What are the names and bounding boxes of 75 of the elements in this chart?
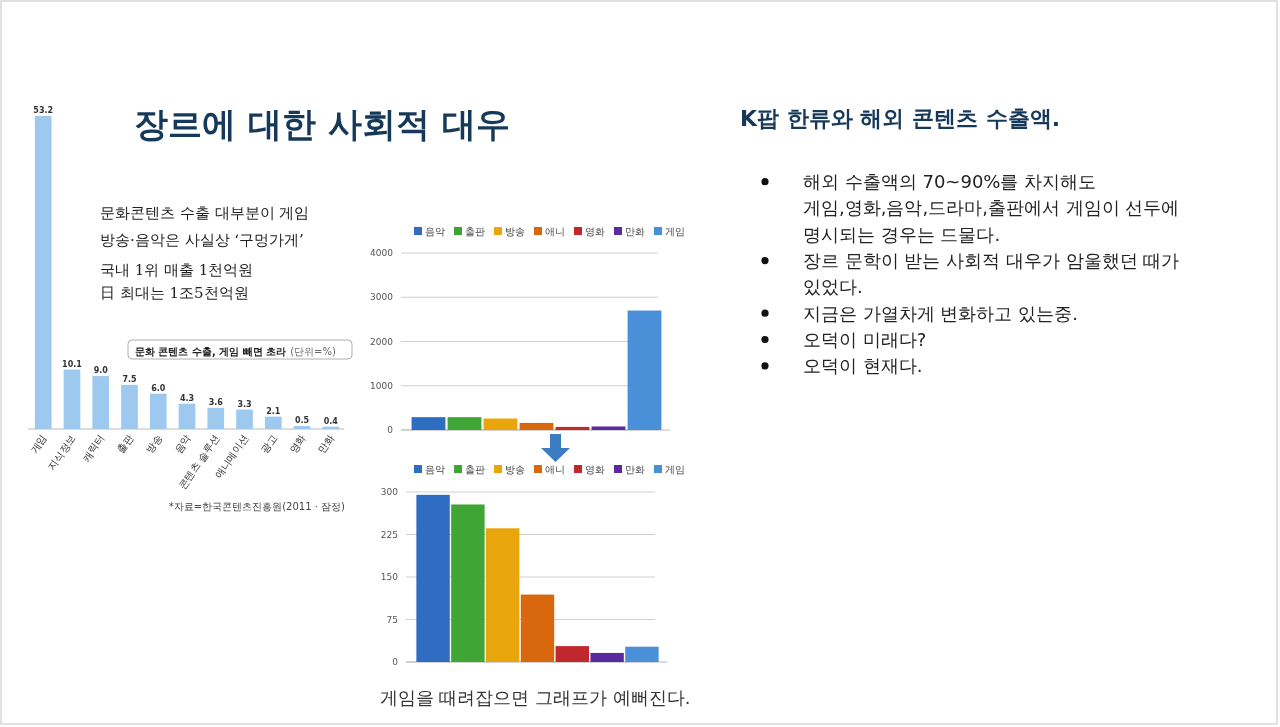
legend-label: 게임 (665, 225, 685, 237)
data-label: 10.1 (62, 359, 83, 369)
bar (411, 417, 446, 430)
annotation: 문화콘텐츠 수출 대부분이 게임 (100, 204, 310, 222)
bar (590, 652, 624, 662)
legend-label: 출판 (465, 225, 485, 237)
bar (34, 116, 52, 429)
bar (483, 418, 518, 430)
bar (447, 417, 482, 430)
text: 게임을 때려잡으면 그래프가 예뻐진다. (379, 687, 691, 708)
bar (264, 416, 282, 429)
x-tick-label: 영화 (287, 432, 308, 456)
y-tick-label: 75 (386, 614, 398, 625)
bar (63, 369, 81, 429)
legend-label: 만화 (625, 225, 645, 237)
annotation: 국내 1위 매출 1천억원 (100, 261, 254, 279)
bar (236, 409, 253, 429)
bar (92, 376, 110, 429)
legend-label: 애니 (545, 463, 565, 475)
data-label: 0.5 (294, 416, 310, 426)
bar (416, 494, 450, 662)
y-tick-label: 4000 (370, 248, 394, 259)
y-tick-label: 0 (392, 657, 399, 668)
legend-label: 음악 (425, 225, 445, 237)
y-tick-label: 2000 (370, 336, 394, 347)
y-tick-label: 225 (380, 529, 398, 540)
data-label: 3.6 (208, 397, 224, 407)
y-tick-label: 150 (380, 572, 399, 583)
y-tick-label: 1000 (370, 380, 394, 391)
text: (단위=%) (290, 346, 336, 358)
legend-label: 방송 (505, 225, 525, 237)
x-tick-label: 출판 (114, 432, 136, 456)
y-tick-label: 3000 (370, 292, 394, 303)
bar (625, 646, 659, 662)
data-label: 53.2 (33, 106, 54, 115)
data-label: 3.3 (237, 399, 252, 409)
data-label: 6.0 (151, 383, 166, 393)
bar (555, 646, 590, 662)
data-label: 4.3 (179, 393, 195, 403)
data-label: 9.0 (93, 366, 109, 376)
annotation: 日 최대는 1조5천억원 (100, 284, 249, 302)
bar (293, 426, 311, 429)
legend-label: 애니 (545, 225, 565, 237)
data-label: 0.4 (323, 416, 339, 426)
data-label: 7.5 (122, 374, 138, 384)
x-tick-label: 음악 (172, 432, 193, 456)
x-tick-label: 게임 (28, 432, 49, 456)
bar (485, 528, 520, 662)
y-tick-label: 300 (380, 487, 399, 498)
annotation: 방송·음악은 사실상 ‘구멍가게’ (100, 231, 304, 249)
text: 해외 수출액의 70~90%를 차지해도 게임,영화,음악,드라마,출판에서 게임이 선두에 명시되는 경우는 드물다. (803, 171, 1180, 245)
x-tick-label: 만화 (315, 432, 337, 456)
text: 지금은 가열차게 변화하고 있는중. (803, 302, 1078, 324)
text: 장르 문학이 받는 사회적 대우가 암울했던 때가 있었다. (803, 249, 1180, 298)
bar (451, 504, 485, 662)
text: K팝 한류와 해외 콘텐츠 수출액. (740, 106, 1061, 131)
text: 장르에 대한 사회적 대우 (134, 104, 510, 144)
bar (520, 594, 555, 662)
text: 문화 콘텐츠 수출, 게임 빼면 초라 (135, 346, 287, 358)
data-label: 2.1 (266, 406, 281, 416)
bar (591, 426, 626, 430)
text: *자료=한국콘텐츠진흥원(2011 · 잠정) (168, 501, 346, 512)
bar (121, 384, 138, 429)
y-tick-label: 0 (387, 425, 394, 436)
legend-label: 영화 (585, 225, 605, 237)
x-tick-label: 광고 (258, 432, 279, 456)
text: 오덕이 현재다. (803, 355, 923, 377)
x-tick-label: 방송 (143, 432, 164, 456)
text: 오덕이 미래다? (803, 328, 927, 350)
bar (627, 310, 662, 430)
bar (178, 403, 196, 429)
bar (149, 393, 167, 429)
bar (519, 422, 554, 430)
bar (555, 426, 590, 430)
bar (207, 407, 225, 429)
